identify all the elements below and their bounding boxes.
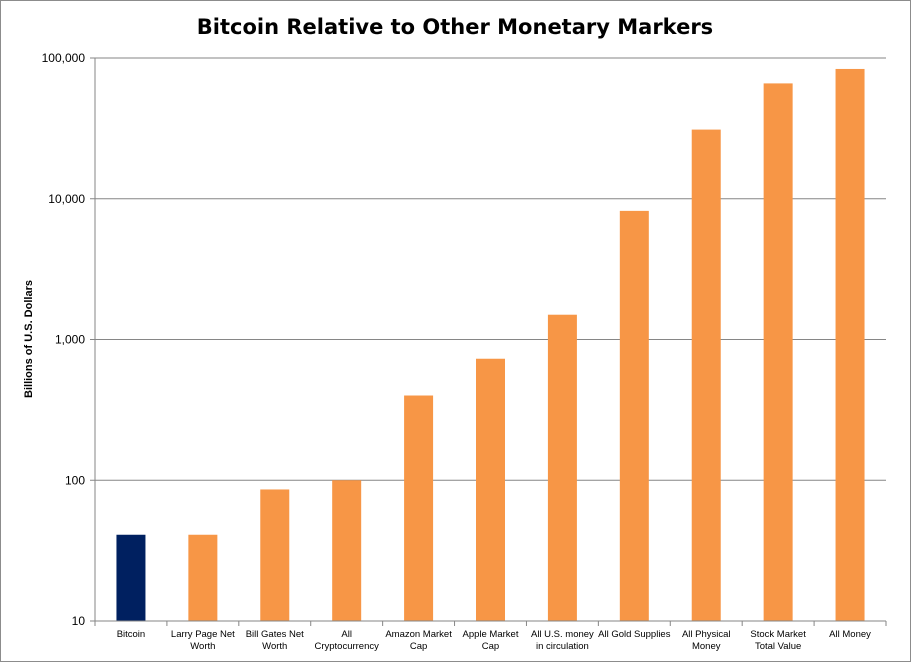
bar <box>332 480 362 621</box>
x-tick-label: Apple Market Cap <box>463 629 519 652</box>
chart-title: Bitcoin Relative to Other Monetary Marke… <box>197 15 713 39</box>
x-tick-label: All U.S. money in circulation <box>531 629 594 652</box>
x-tick-label: All Money <box>829 629 871 640</box>
bar <box>547 314 577 621</box>
y-tick-label: 10,000 <box>48 192 85 206</box>
x-tick-label: All Gold Supplies <box>598 629 671 640</box>
bar <box>404 395 434 621</box>
bars <box>116 68 865 622</box>
x-tick-label: All Cryptocurrency <box>314 629 379 652</box>
bar <box>116 534 146 621</box>
bar <box>476 358 505 621</box>
x-tick-label: All Physical Money <box>682 629 731 652</box>
x-tick-label: Bill Gates Net Worth <box>246 629 304 652</box>
x-tick-label: Stock Market Total Value <box>750 629 806 652</box>
bar <box>691 129 721 622</box>
bar <box>260 489 290 621</box>
x-tick-label: Amazon Market Cap <box>385 629 452 652</box>
x-tick-label: Larry Page Net Worth <box>171 629 235 652</box>
axes <box>90 57 887 626</box>
y-tick-label: 100,000 <box>42 51 86 65</box>
bar <box>835 68 865 621</box>
x-tick-label: Bitcoin <box>117 629 146 640</box>
bar <box>188 534 218 621</box>
x-tick-labels: Bitcoin Larry Page Net Worth Bill Gates Net… <box>117 629 871 652</box>
y-axis-label: Billions of U.S. Dollars <box>23 280 35 398</box>
y-tick-labels: 10 100 1,000 10,000 100,000 <box>42 51 86 628</box>
bar <box>763 83 793 622</box>
bar <box>619 210 649 621</box>
y-tick-label: 100 <box>65 473 85 487</box>
y-tick-label: 10 <box>72 614 86 628</box>
y-tick-label: 1,000 <box>55 333 85 347</box>
